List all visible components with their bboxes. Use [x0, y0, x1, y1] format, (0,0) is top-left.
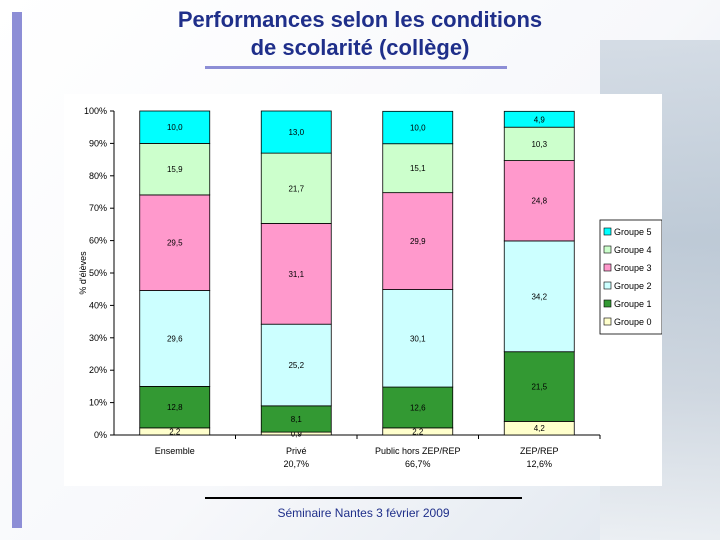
data-label: 0,9: [291, 430, 303, 439]
bar-segment: [382, 110, 454, 145]
legend-swatch: [603, 245, 612, 254]
stacked-bar-chart: 0% 10% 20% 30% 40% 50% 60% 70% 80% 90% 100% % d'élè…: [78, 106, 663, 469]
bar-segment: [503, 240, 575, 353]
legend-label: Groupe 0: [614, 317, 652, 327]
y-tick-label: 90%: [89, 138, 107, 148]
slide-title: Performances selon les conditions de sco…: [110, 6, 610, 62]
data-label: 4,2: [534, 424, 546, 433]
y-tick-label: 0%: [94, 430, 107, 440]
data-label: 13,0: [288, 128, 304, 137]
bar-segment: [139, 143, 211, 196]
bar-segment: [503, 110, 575, 128]
legend-swatch: [603, 281, 612, 290]
bar-segment: [382, 386, 454, 429]
x-tick-sublabel: 66,7%: [405, 459, 431, 469]
y-tick-label: 40%: [89, 300, 107, 310]
bar-segment: [139, 290, 211, 387]
bar-segment: [260, 152, 332, 224]
y-tick-label: 70%: [89, 203, 107, 213]
x-tick-label: Public hors ZEP/REP: [375, 446, 461, 456]
x-tick-sublabel: 20,7%: [283, 459, 309, 469]
bar-segment: [260, 405, 332, 433]
y-tick-label: 20%: [89, 365, 107, 375]
slide-title-line1: Performances selon les conditions: [177, 7, 543, 32]
slide-title-line2: de scolarité (collège): [250, 35, 470, 60]
data-label: 8,1: [291, 415, 303, 424]
bar-segment: [139, 194, 211, 291]
data-label: 2,2: [169, 427, 181, 436]
data-label: 15,1: [410, 164, 426, 173]
x-tick-label: ZEP/REP: [520, 446, 559, 456]
y-tick-label: 50%: [89, 268, 107, 278]
bar-segment: [503, 126, 575, 161]
data-label: 21,5: [531, 383, 547, 392]
data-label: 15,9: [167, 165, 183, 174]
x-tick-label: Privé: [286, 446, 307, 456]
legend-label: Groupe 5: [614, 227, 652, 237]
y-axis-label: % d'élèves: [78, 251, 88, 295]
bar-segment: [260, 223, 332, 325]
legend-swatch: [603, 227, 612, 236]
legend-swatch: [603, 299, 612, 308]
legend-label: Groupe 2: [614, 281, 652, 291]
legend-box: [599, 219, 663, 335]
y-tick-label: 30%: [89, 333, 107, 343]
legend-label: Groupe 4: [614, 245, 652, 255]
data-label: 2,2: [412, 427, 424, 436]
data-label: 10,3: [531, 140, 547, 149]
title-underline: [205, 66, 507, 69]
data-label: 12,8: [167, 403, 183, 412]
data-label: 12,6: [410, 403, 426, 412]
bar-segment: [139, 385, 211, 429]
bar-segment: [503, 351, 575, 422]
data-label: 4,9: [534, 115, 546, 124]
legend-swatch: [603, 263, 612, 272]
bar-segment: [260, 110, 332, 154]
data-label: 29,5: [167, 239, 183, 248]
bar-segment: [382, 192, 454, 290]
x-tick-label: Ensemble: [155, 446, 195, 456]
y-tick-label: 80%: [89, 171, 107, 181]
data-label: 31,1: [288, 270, 304, 279]
slide-footer: Séminaire Nantes 3 février 2009: [277, 506, 450, 520]
data-label: 34,2: [531, 292, 547, 301]
x-tick-sublabel: 12,6%: [526, 459, 552, 469]
y-tick-label: 60%: [89, 236, 107, 246]
data-label: 29,6: [167, 334, 183, 343]
y-tick-label: 100%: [84, 106, 107, 116]
chart-panel: 0% 10% 20% 30% 40% 50% 60% 70% 80% 90% 100% % d'élè…: [64, 94, 663, 486]
slide-side-bar: [12, 12, 22, 528]
legend-label: Groupe 1: [614, 299, 652, 309]
y-tick-label: 10%: [89, 398, 107, 408]
data-label: 25,2: [288, 361, 304, 370]
data-label: 21,7: [288, 184, 304, 193]
data-label: 30,1: [410, 334, 426, 343]
bar-segment: [503, 160, 575, 242]
footer-line: [205, 497, 522, 499]
bar-segment: [139, 110, 211, 144]
data-label: 24,8: [531, 197, 547, 206]
bar-segment: [382, 289, 454, 388]
legend-swatch: [603, 317, 612, 326]
data-label: 10,0: [167, 123, 183, 132]
data-label: 10,0: [410, 124, 426, 133]
legend-label: Groupe 3: [614, 263, 652, 273]
data-label: 29,9: [410, 237, 426, 246]
